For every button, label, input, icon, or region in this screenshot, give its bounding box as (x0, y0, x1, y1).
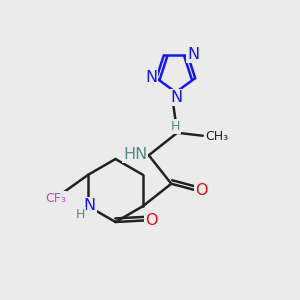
Text: H: H (171, 120, 181, 133)
Text: CH₃: CH₃ (205, 130, 228, 143)
Text: HN: HN (123, 147, 147, 162)
Text: N: N (145, 70, 157, 85)
Text: N: N (84, 198, 96, 213)
Text: N: N (187, 47, 199, 62)
Text: H: H (76, 208, 86, 221)
Text: CF₃: CF₃ (45, 192, 66, 205)
Text: O: O (195, 183, 208, 198)
Text: O: O (145, 213, 158, 228)
Text: N: N (170, 90, 182, 105)
